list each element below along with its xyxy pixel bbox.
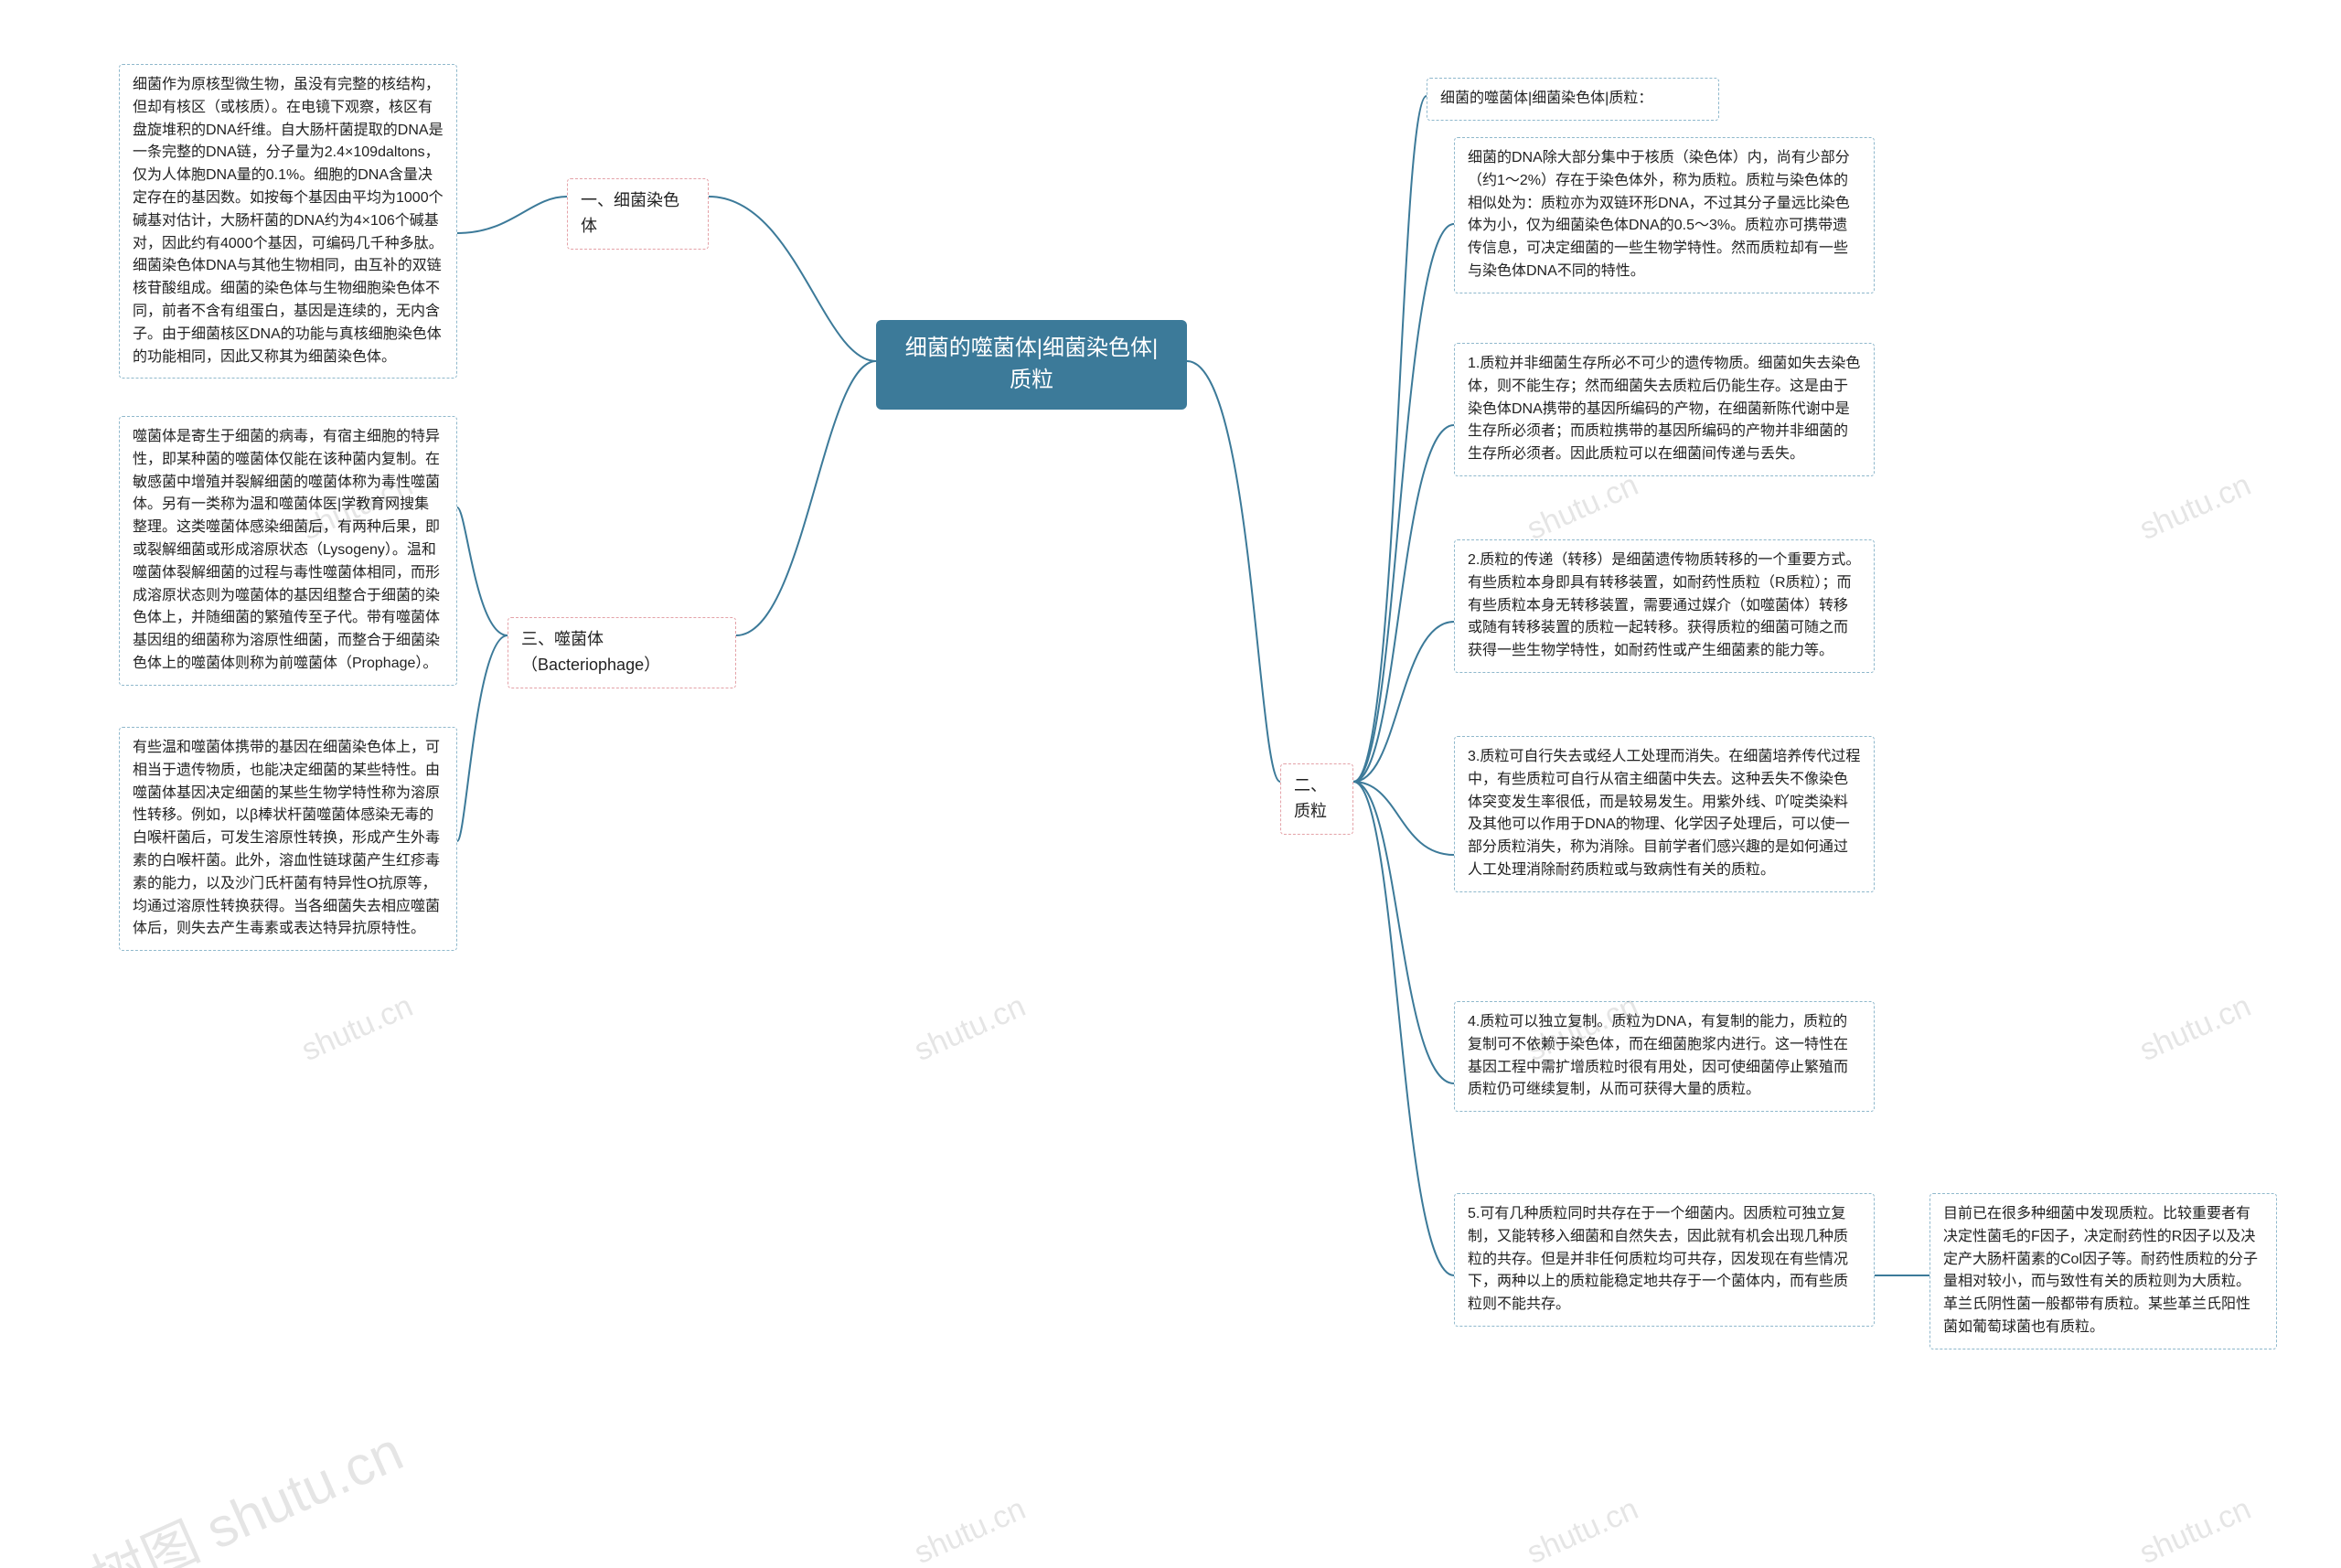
watermark: shutu.cn bbox=[1522, 1491, 1643, 1568]
leaf-b2-p5-side-text: 目前已在很多种细菌中发现质粒。比较重要者有决定性菌毛的F因子，决定耐药性的R因子… bbox=[1943, 1206, 2258, 1335]
leaf-b2-p2[interactable]: 2.质粒的传递（转移）是细菌遗传物质转移的一个重要方式。有些质粒本身即具有转移装… bbox=[1454, 539, 1875, 673]
leaf-b2-p3-text: 3.质粒可自行失去或经人工处理而消失。在细菌培养传代过程中，有些质粒可自行从宿主… bbox=[1468, 749, 1860, 878]
leaf-b2-intro-text: 细菌的DNA除大部分集中于核质（染色体）内，尚有少部分（约1～2%）存在于染色体… bbox=[1468, 150, 1850, 279]
watermark: shutu.cn bbox=[1522, 467, 1643, 548]
branch-2-label: 二、质粒 bbox=[1294, 776, 1327, 820]
leaf-b3-1-text: 噬菌体是寄生于细菌的病毒，有宿主细胞的特异性，即某种菌的噬菌体仅能在该种菌内复制… bbox=[133, 429, 440, 671]
leaf-b2-p4-text: 4.质粒可以独立复制。质粒为DNA，有复制的能力，质粒的复制可不依赖于染色体，而… bbox=[1468, 1014, 1848, 1097]
watermark: shutu.cn bbox=[2134, 1491, 2256, 1568]
branch-3[interactable]: 三、噬菌体（Bacteriophage） bbox=[508, 617, 736, 688]
center-text: 细菌的噬菌体|细菌染色体|质粒 bbox=[905, 336, 1158, 392]
watermark: shutu.cn bbox=[909, 1491, 1031, 1568]
watermark: 树图 shutu.cn bbox=[78, 1408, 413, 1568]
watermark: shutu.cn bbox=[296, 988, 418, 1069]
center-node[interactable]: 细菌的噬菌体|细菌染色体|质粒 bbox=[876, 320, 1187, 410]
branch-1-label: 一、细菌染色体 bbox=[581, 191, 679, 235]
leaf-b2-p1-text: 1.质粒并非细菌生存所必不可少的遗传物质。细菌如失去染色体，则不能生存；然而细菌… bbox=[1468, 356, 1860, 462]
leaf-b2-intro[interactable]: 细菌的DNA除大部分集中于核质（染色体）内，尚有少部分（约1～2%）存在于染色体… bbox=[1454, 137, 1875, 293]
branch-1[interactable]: 一、细菌染色体 bbox=[567, 178, 709, 250]
leaf-b1-1[interactable]: 细菌作为原核型微生物，虽没有完整的核结构，但却有核区（或核质）。在电镜下观察，核… bbox=[119, 64, 457, 379]
branch-3-label: 三、噬菌体（Bacteriophage） bbox=[521, 630, 660, 674]
leaf-b2-header[interactable]: 细菌的噬菌体|细菌染色体|质粒： bbox=[1427, 78, 1719, 121]
leaf-b2-p4[interactable]: 4.质粒可以独立复制。质粒为DNA，有复制的能力，质粒的复制可不依赖于染色体，而… bbox=[1454, 1001, 1875, 1112]
watermark: shutu.cn bbox=[909, 988, 1031, 1069]
leaf-b3-2[interactable]: 有些温和噬菌体携带的基因在细菌染色体上，可相当于遗传物质，也能决定细菌的某些特性… bbox=[119, 727, 457, 951]
leaf-b3-2-text: 有些温和噬菌体携带的基因在细菌染色体上，可相当于遗传物质，也能决定细菌的某些特性… bbox=[133, 740, 440, 936]
leaf-b3-1[interactable]: 噬菌体是寄生于细菌的病毒，有宿主细胞的特异性，即某种菌的噬菌体仅能在该种菌内复制… bbox=[119, 416, 457, 686]
leaf-b2-p3[interactable]: 3.质粒可自行失去或经人工处理而消失。在细菌培养传代过程中，有些质粒可自行从宿主… bbox=[1454, 736, 1875, 892]
leaf-b2-p2-text: 2.质粒的传递（转移）是细菌遗传物质转移的一个重要方式。有些质粒本身即具有转移装… bbox=[1468, 552, 1860, 658]
leaf-b2-header-text: 细菌的噬菌体|细菌染色体|质粒： bbox=[1440, 91, 1652, 106]
leaf-b2-p1[interactable]: 1.质粒并非细菌生存所必不可少的遗传物质。细菌如失去染色体，则不能生存；然而细菌… bbox=[1454, 343, 1875, 476]
branch-2[interactable]: 二、质粒 bbox=[1280, 763, 1353, 835]
leaf-b2-p5[interactable]: 5.可有几种质粒同时共存在于一个细菌内。因质粒可独立复制，又能转移入细菌和自然失… bbox=[1454, 1193, 1875, 1327]
leaf-b2-p5-side[interactable]: 目前已在很多种细菌中发现质粒。比较重要者有决定性菌毛的F因子，决定耐药性的R因子… bbox=[1929, 1193, 2277, 1349]
leaf-b2-p5-text: 5.可有几种质粒同时共存在于一个细菌内。因质粒可独立复制，又能转移入细菌和自然失… bbox=[1468, 1206, 1848, 1312]
watermark: shutu.cn bbox=[2134, 988, 2256, 1069]
leaf-b1-1-text: 细菌作为原核型微生物，虽没有完整的核结构，但却有核区（或核质）。在电镜下观察，核… bbox=[133, 77, 444, 365]
watermark: shutu.cn bbox=[2134, 467, 2256, 548]
